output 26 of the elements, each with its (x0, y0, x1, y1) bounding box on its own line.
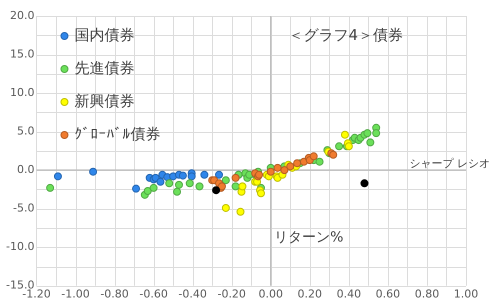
x-tick-label: -1.00 (61, 287, 90, 300)
legend-label: 国内債券 (74, 26, 134, 44)
y-tick-label: -10.0 (6, 240, 34, 254)
x-tick-label: 0.20 (298, 287, 322, 300)
y-tick-label: 5.0 (16, 124, 34, 138)
x-tick-label: -0.20 (217, 287, 246, 300)
x-tick-label: 0.00 (258, 287, 284, 300)
legend-label: 先進債券 (74, 58, 134, 77)
x-tick-label: 0.60 (376, 287, 400, 300)
y-tick-label: 20.0 (10, 8, 34, 22)
x-tick-label: -0.40 (178, 287, 207, 300)
x-tick-label: -1.20 (22, 287, 51, 300)
y-tick-label: 15.0 (10, 47, 34, 60)
y-tick-label: 10.0 (10, 86, 34, 99)
x-tick-label: 0.40 (336, 287, 362, 300)
x-tick-label: -0.80 (100, 287, 129, 300)
y-axis-title: リターン% (274, 229, 344, 246)
y-tick-label: 0.0 (16, 163, 34, 176)
y-tick-label: -5.0 (12, 202, 34, 215)
legend-label: 新興債券 (74, 92, 134, 110)
text: ＜グラフ4＞債券 (288, 26, 404, 44)
x-tick-label: 1.00 (454, 287, 478, 300)
x-axis-title: シャープ レシオ (410, 157, 490, 170)
legend-label: ｸﾞﾛｰﾊﾞﾙ債券 (74, 124, 160, 143)
x-tick-label: 0.80 (414, 287, 440, 300)
x-tick-label: -0.60 (139, 287, 168, 300)
